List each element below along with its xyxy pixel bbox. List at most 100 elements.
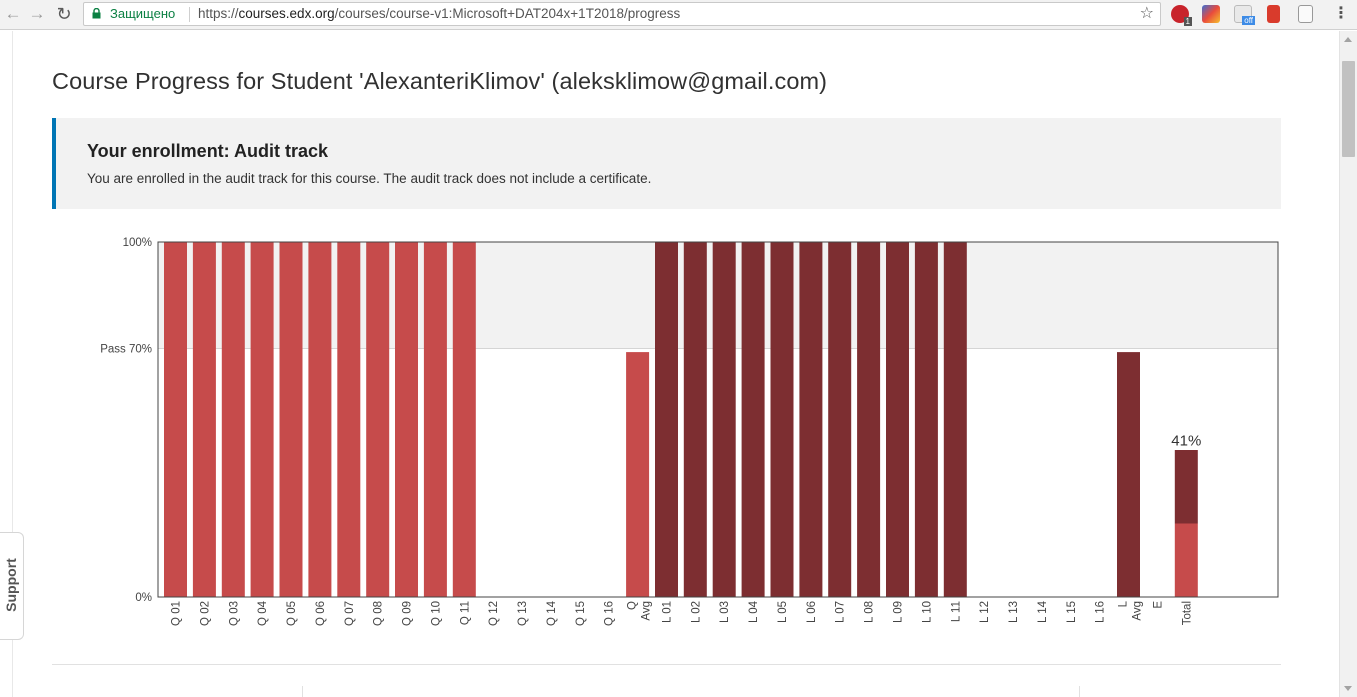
bar-l-avg [1117,352,1140,597]
page-scrollbar[interactable] [1339,31,1357,697]
x-tick-q-02: Q 02 [199,601,211,626]
x-tick-l-12: L 12 [979,601,991,623]
adblock-badge: 1 [1183,17,1192,26]
lock-icon [92,8,101,19]
x-tick-q-03: Q 03 [228,601,240,626]
bar-q-avg [626,352,650,597]
x-tick-l-15: L 15 [1066,601,1078,623]
bar-l-05 [770,242,794,597]
total-bar-quiz [1174,523,1198,597]
column-divider-right [1079,686,1080,697]
x-tick-q-08: Q 08 [373,601,385,626]
bar-q-08 [366,242,390,597]
x-tick-l-11: L 11 [950,601,962,622]
bar-l-06 [799,242,823,597]
secure-label: Защищено [110,6,176,21]
total-bar-lab [1174,450,1198,524]
chrome-menu-icon[interactable]: ⋮ [1333,5,1349,22]
x-tick-l-13: L 13 [1008,601,1020,623]
off-badge: off [1242,16,1255,25]
x-tick-q-16: Q 16 [604,601,616,626]
x-tick-q-06: Q 06 [315,601,327,626]
plot-frame [157,241,1279,598]
x-tick-l-avg: L Avg [1118,600,1144,620]
support-label: Support [3,558,19,612]
x-tick-l-02: L 02 [690,601,702,623]
url-text[interactable]: https://courses.edx.org/courses/course-v… [198,3,680,25]
x-tick-l-08: L 08 [864,601,876,623]
y-tick-70: Pass 70% [100,344,152,356]
scroll-up-icon[interactable] [1344,37,1352,42]
page-left-border [12,31,13,697]
scrollbar-thumb[interactable] [1342,61,1355,157]
bar-q-01 [164,242,187,597]
bar-l-07 [828,242,852,597]
x-tick-q-14: Q 14 [546,600,558,626]
x-tick-q-04: Q 04 [257,600,269,626]
bar-l-09 [886,242,909,597]
enrollment-message: Your enrollment: Audit track You are enr… [52,118,1281,209]
bar-q-03 [221,242,245,597]
x-tick-q-avg: Q Avg [627,601,653,621]
back-arrow-icon[interactable]: ← [4,4,22,23]
enrollment-text: You are enrolled in the audit track for … [87,171,652,186]
forward-arrow-icon[interactable]: → [28,4,46,23]
bar-q-10 [423,242,447,597]
x-tick-l-03: L 03 [719,601,731,623]
url-host: courses.edx.org [238,6,335,21]
bar-l-01 [655,242,678,597]
reload-icon[interactable]: ↻ [56,3,72,24]
bar-q-05 [279,242,303,597]
x-tick-q-12: Q 12 [488,601,500,626]
x-tick-q-09: Q 09 [402,601,414,626]
scroll-down-icon[interactable] [1344,686,1352,691]
url-path: /courses/course-v1:Microsoft+DAT204x+1T2… [334,6,681,21]
x-tick-total: Total [1181,601,1193,625]
drive-extension-icon[interactable]: off [1234,5,1255,25]
x-tick-l-05: L 05 [777,601,789,623]
x-tick-l-10: L 10 [921,601,933,623]
bar-l-02 [683,242,707,597]
bookmark-star-icon[interactable]: ☆ [1139,5,1154,22]
bar-q-04 [250,242,274,597]
extension-icon-2[interactable] [1202,5,1220,23]
x-tick-q-07: Q 07 [344,601,356,626]
bar-q-11 [452,242,476,597]
support-tab[interactable]: Support [0,532,24,640]
x-tick-l-04: L 04 [748,600,760,623]
y-tick-0: 0% [135,592,152,604]
bar-q-09 [395,242,418,597]
bar-l-11 [943,242,967,597]
x-tick-l-09: L 09 [893,601,905,623]
x-tick-l-16: L 16 [1095,601,1107,623]
bar-q-06 [308,242,332,597]
browser-toolbar: ← → ↻ Защищено https://courses.edx.org/c… [0,0,1357,30]
x-tick-l-14: L 14 [1037,600,1049,623]
y-tick-100: 100% [123,237,152,249]
page-extension-icon[interactable] [1298,5,1313,23]
url-scheme: https:// [198,6,239,21]
x-tick-q-11: Q 11 [459,601,471,625]
bookmark-extension-icon[interactable] [1267,5,1280,23]
address-bar[interactable]: Защищено https://courses.edx.org/courses… [83,2,1161,26]
column-divider-left [302,686,303,697]
x-tick-q-10: Q 10 [430,601,442,626]
bar-l-04 [741,242,765,597]
bar-l-08 [857,242,881,597]
address-separator [189,7,190,22]
x-tick-q-13: Q 13 [517,601,529,626]
bar-q-02 [192,242,216,597]
x-tick-q-15: Q 15 [575,601,587,626]
x-tick-l-01: L 01 [662,601,674,623]
x-tick-q-01: Q 01 [171,601,183,626]
bar-l-10 [914,242,938,597]
x-tick-l-07: L 07 [835,601,847,623]
total-value-label: 41% [1171,433,1201,450]
section-divider [52,664,1281,665]
bar-l-03 [712,242,736,597]
adblock-extension-icon[interactable]: 1 [1171,5,1192,26]
enrollment-heading: Your enrollment: Audit track [87,141,329,161]
x-tick-e: E [1152,601,1164,609]
x-tick-q-05: Q 05 [286,601,298,626]
